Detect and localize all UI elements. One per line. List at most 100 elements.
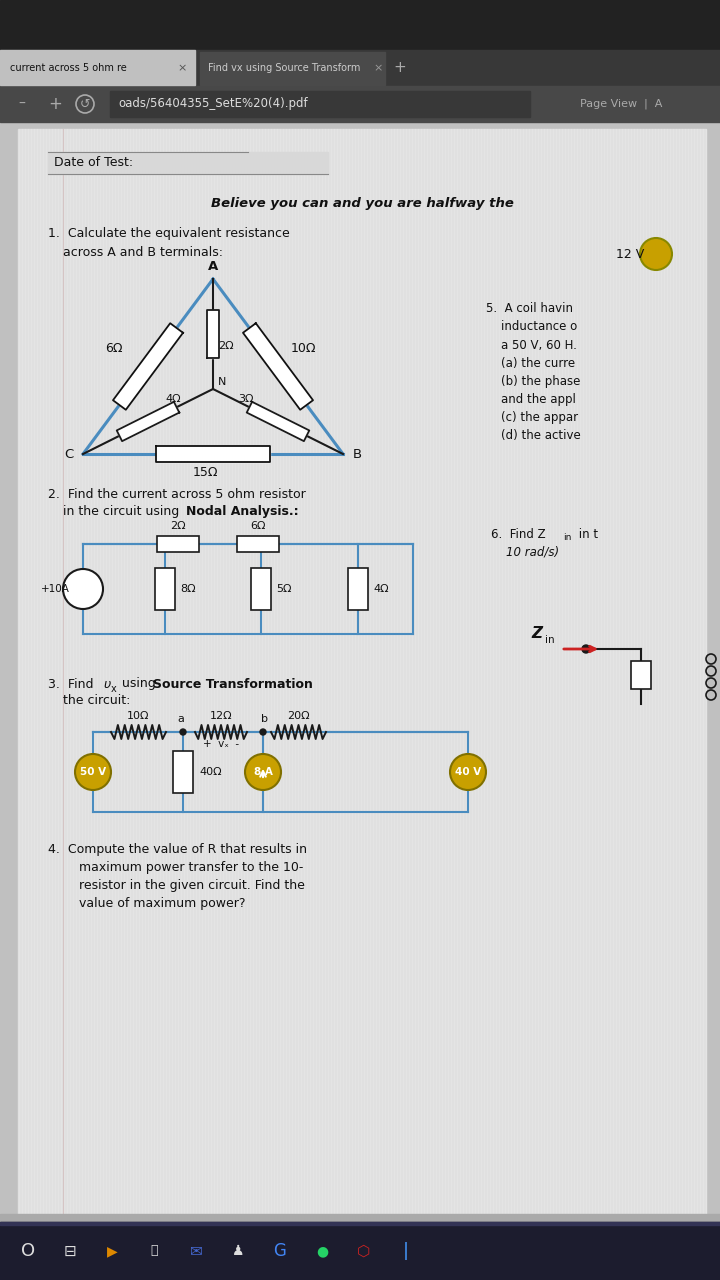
Circle shape (63, 570, 103, 609)
Text: (b) the phase: (b) the phase (486, 375, 580, 388)
Text: 10Ω: 10Ω (291, 343, 317, 356)
Bar (200, 52, 385, 84)
Text: in t: in t (575, 527, 598, 540)
Text: 4.  Compute the value of R that results in: 4. Compute the value of R that results i… (48, 844, 307, 856)
Text: ♟: ♟ (232, 1244, 244, 1258)
Circle shape (75, 754, 111, 790)
Text: 6Ω: 6Ω (251, 521, 266, 531)
Text: +: + (48, 95, 62, 113)
Text: in: in (545, 635, 554, 645)
Text: O: O (21, 1242, 35, 1260)
Text: 🔒: 🔒 (150, 1244, 158, 1257)
Text: inductance o: inductance o (486, 320, 577, 334)
Text: G: G (274, 1242, 287, 1260)
Bar (110, 91, 530, 116)
Bar (0, 1222, 720, 1225)
Text: ✉: ✉ (189, 1243, 202, 1258)
Circle shape (180, 730, 186, 735)
Text: A: A (208, 261, 218, 274)
Bar (0, 86, 720, 122)
Text: the circuit:: the circuit: (63, 695, 130, 708)
Text: (c) the appar: (c) the appar (486, 411, 578, 424)
Bar (348, 568, 368, 611)
Text: Find vx using Source Transform: Find vx using Source Transform (208, 63, 361, 73)
Text: 4Ω: 4Ω (165, 394, 181, 404)
Text: ⬡: ⬡ (357, 1243, 371, 1258)
Polygon shape (247, 402, 310, 442)
Text: ↺: ↺ (80, 97, 90, 110)
Text: ●: ● (316, 1244, 328, 1258)
Text: 20Ω: 20Ω (287, 710, 310, 721)
Text: ⊟: ⊟ (63, 1243, 76, 1258)
Bar (0, 0, 720, 50)
Bar (173, 751, 193, 794)
Text: +10A: +10A (40, 584, 69, 594)
Text: using: using (118, 677, 160, 690)
Circle shape (582, 645, 590, 653)
Text: a: a (178, 714, 184, 724)
Circle shape (450, 754, 486, 790)
Text: 3Ω: 3Ω (238, 394, 253, 404)
Text: resistor in the given circuit. Find the: resistor in the given circuit. Find the (63, 879, 305, 892)
Text: 2Ω: 2Ω (170, 521, 186, 531)
Text: ×: × (373, 63, 383, 73)
Text: b: b (261, 714, 269, 724)
Polygon shape (243, 324, 313, 410)
Text: (d) the active: (d) the active (486, 429, 581, 442)
Circle shape (245, 754, 281, 790)
Text: +  vₓ  -: + vₓ - (203, 739, 239, 749)
Text: 12 V: 12 V (616, 247, 644, 261)
Bar (157, 536, 199, 552)
Text: 2.  Find the current across 5 ohm resistor: 2. Find the current across 5 ohm resisto… (48, 488, 306, 500)
Bar (18, 129, 706, 1217)
Text: 6.  Find Z: 6. Find Z (491, 527, 546, 540)
Circle shape (260, 730, 266, 735)
Text: C: C (64, 448, 73, 461)
Text: ×: × (177, 63, 186, 73)
Bar (0, 122, 720, 1222)
Text: –: – (19, 97, 25, 111)
Bar (155, 568, 175, 611)
Polygon shape (156, 445, 270, 462)
Text: Date of Test:: Date of Test: (54, 156, 133, 169)
Bar (237, 536, 279, 552)
Bar (0, 50, 720, 84)
Polygon shape (207, 310, 219, 358)
Text: (a) the curre: (a) the curre (486, 357, 575, 370)
Text: 40Ω: 40Ω (199, 767, 222, 777)
Text: in: in (563, 532, 572, 541)
Text: 8 A: 8 A (253, 767, 272, 777)
Text: 4Ω: 4Ω (373, 584, 389, 594)
Polygon shape (113, 324, 183, 410)
Text: 5Ω: 5Ω (276, 584, 292, 594)
Text: 2Ω: 2Ω (218, 340, 233, 351)
Text: in the circuit using: in the circuit using (63, 504, 184, 517)
Text: value of maximum power?: value of maximum power? (63, 897, 246, 910)
Text: and the appl: and the appl (486, 393, 576, 406)
Text: x: x (111, 684, 117, 694)
Text: +: + (394, 60, 406, 76)
Text: 5.  A coil havin: 5. A coil havin (486, 302, 573, 315)
Text: |: | (403, 1242, 409, 1260)
Text: current across 5 ohm re: current across 5 ohm re (10, 63, 127, 73)
Text: across A and B terminals:: across A and B terminals: (63, 246, 223, 259)
Text: 15Ω: 15Ω (192, 466, 217, 479)
Text: 10 rad/s): 10 rad/s) (491, 545, 559, 558)
Bar (48, 152, 328, 174)
Text: 10Ω: 10Ω (127, 710, 149, 721)
Text: Page View  |  A: Page View | A (580, 99, 662, 109)
Circle shape (640, 238, 672, 270)
Text: 3.  Find: 3. Find (48, 677, 97, 690)
Text: a 50 V, 60 H.: a 50 V, 60 H. (486, 338, 577, 352)
Text: 40 V: 40 V (455, 767, 481, 777)
Text: υ: υ (103, 677, 110, 690)
Bar (0, 50, 195, 84)
Text: 8Ω: 8Ω (180, 584, 196, 594)
Text: Source Transformation: Source Transformation (153, 677, 313, 690)
Text: N: N (218, 378, 226, 387)
Text: Nodal Analysis.:: Nodal Analysis.: (186, 504, 299, 517)
Bar (631, 660, 651, 689)
Text: 1.  Calculate the equivalent resistance: 1. Calculate the equivalent resistance (48, 228, 289, 241)
Bar (251, 568, 271, 611)
Polygon shape (117, 402, 179, 442)
